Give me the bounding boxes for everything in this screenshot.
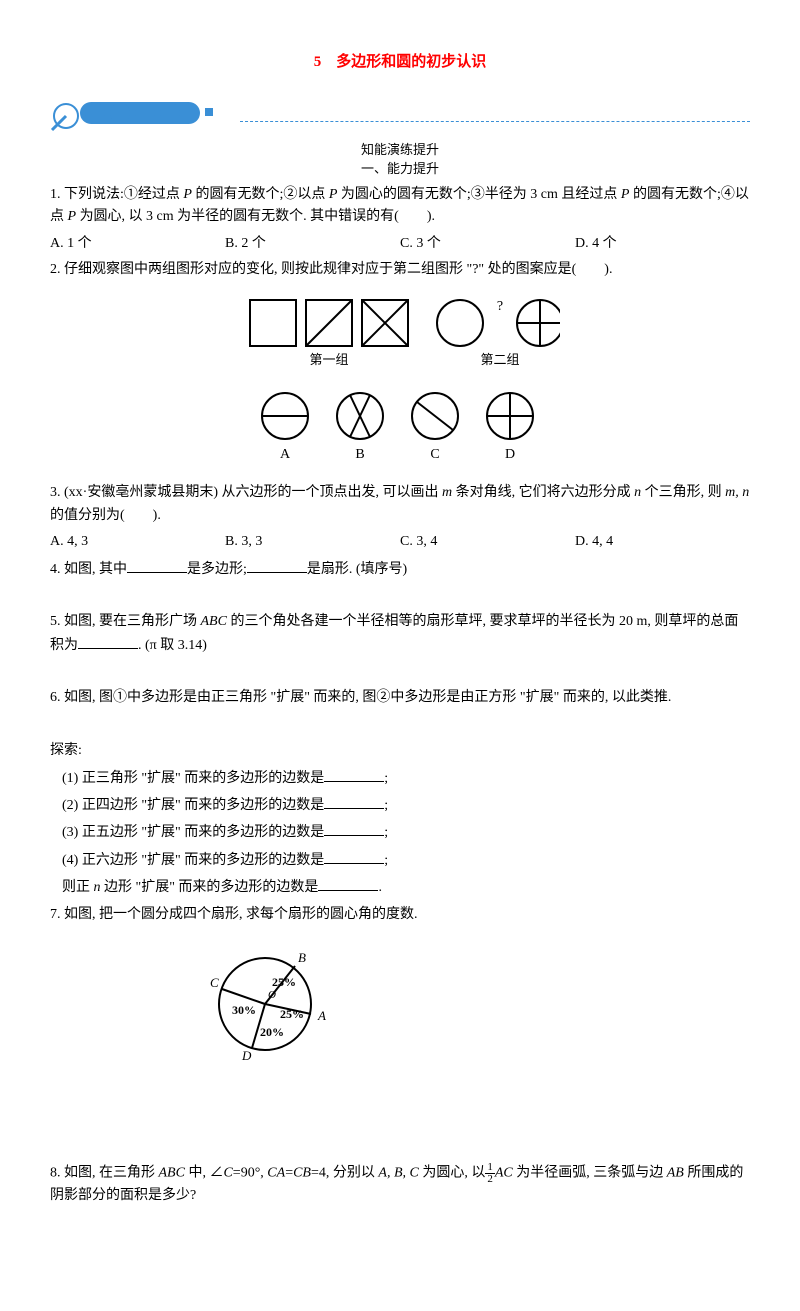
svg-text:25%: 25%: [280, 1007, 304, 1021]
subtitle-2: 一、能力提升: [50, 159, 750, 180]
q6-intro: 6. 如图, 图①中多边形是由正三角形 "扩展" 而来的, 图②中多边形是由正方…: [50, 687, 750, 709]
q1-text: 1. 下列说法:①经过点 P 的圆有无数个;②以点 P 为圆心的圆有无数个;③半…: [50, 184, 750, 229]
blank: [78, 634, 138, 649]
q6-item-n: 则正 n 边形 "扩展" 而来的多边形的边数是.: [62, 876, 750, 899]
q1-opt-d: D. 4 个: [575, 233, 750, 255]
svg-text:25%: 25%: [272, 975, 296, 989]
blank: [324, 794, 384, 809]
ribbon-icon: [50, 94, 240, 142]
q3-opt-c: C. 3, 4: [400, 531, 575, 553]
q7-text: 7. 如图, 把一个圆分成四个扇形, 求每个扇形的圆心角的度数.: [50, 904, 750, 926]
blank: [324, 849, 384, 864]
document-page: 5 多边形和圆的初步认识 知能演练提升 一、能力提升 1. 下列说法:①经过点 …: [0, 0, 800, 1311]
q1-opt-c: C. 3 个: [400, 233, 575, 255]
q1-options: A. 1 个 B. 2 个 C. 3 个 D. 4 个: [50, 233, 750, 255]
svg-text:D: D: [241, 1048, 252, 1063]
q8-text: 8. 如图, 在三角形 ABC 中, ∠C=90°, CA=CB=4, 分别以 …: [50, 1162, 750, 1208]
q1-opt-b: B. 2 个: [225, 233, 400, 255]
q6-item-4: (4) 正六边形 "扩展" 而来的多边形的边数是;: [62, 849, 750, 872]
svg-text:30%: 30%: [232, 1003, 256, 1017]
q7-figure: A B C D O 25% 25% 30% 20%: [50, 934, 750, 1082]
q1-opt-a: A. 1 个: [50, 233, 225, 255]
decor-row: [50, 94, 750, 142]
svg-text:O: O: [268, 989, 276, 1001]
q6-item-1: (1) 正三角形 "扩展" 而来的多边形的边数是;: [62, 767, 750, 790]
svg-text:20%: 20%: [260, 1025, 284, 1039]
blank: [324, 821, 384, 836]
q6-list: (1) 正三角形 "扩展" 而来的多边形的边数是; (2) 正四边形 "扩展" …: [50, 767, 750, 900]
svg-text:B: B: [298, 950, 306, 965]
svg-text:C: C: [210, 975, 219, 990]
q6-explore: 探索:: [50, 740, 750, 762]
blank: [127, 558, 187, 573]
svg-text:A: A: [280, 447, 291, 462]
q3-options: A. 4, 3 B. 3, 3 C. 3, 4 D. 4, 4: [50, 531, 750, 553]
q2-figure-bottom: A B C D: [50, 386, 750, 474]
q5-text: 5. 如图, 要在三角形广场 ABC 的三个角处各建一个半径相等的扇形草坪, 要…: [50, 611, 750, 657]
q2-text: 2. 仔细观察图中两组图形对应的变化, 则按此规律对应于第二组图形 "?" 处的…: [50, 259, 750, 281]
blank: [247, 558, 307, 573]
q4-text: 4. 如图, 其中是多边形;是扇形. (填序号): [50, 558, 750, 581]
q2-figure-top: 第一组 ? 第二组: [50, 290, 750, 378]
q6-item-2: (2) 正四边形 "扩展" 而来的多边形的边数是;: [62, 794, 750, 817]
q3-opt-b: B. 3, 3: [225, 531, 400, 553]
q3-text: 3. (xx·安徽亳州蒙城县期末) 从六边形的一个顶点出发, 可以画出 m 条对…: [50, 482, 750, 527]
title-text: 多边形和圆的初步认识: [336, 54, 486, 70]
svg-text:?: ?: [497, 299, 503, 314]
svg-text:A: A: [317, 1008, 326, 1023]
blank: [324, 767, 384, 782]
svg-text:B: B: [355, 447, 364, 462]
document-title: 5 多边形和圆的初步认识: [50, 50, 750, 74]
svg-text:C: C: [430, 447, 439, 462]
blank: [318, 876, 378, 891]
dash-line: [240, 121, 750, 123]
svg-text:第一组: 第一组: [309, 352, 348, 367]
subtitle-1: 知能演练提升: [50, 140, 750, 161]
q6-item-3: (3) 正五边形 "扩展" 而来的多边形的边数是;: [62, 821, 750, 844]
title-number: 5: [314, 54, 322, 70]
svg-text:第二组: 第二组: [480, 352, 519, 367]
q3-opt-a: A. 4, 3: [50, 531, 225, 553]
q3-opt-d: D. 4, 4: [575, 531, 750, 553]
fraction: 12: [485, 1162, 495, 1185]
svg-text:D: D: [505, 447, 515, 462]
